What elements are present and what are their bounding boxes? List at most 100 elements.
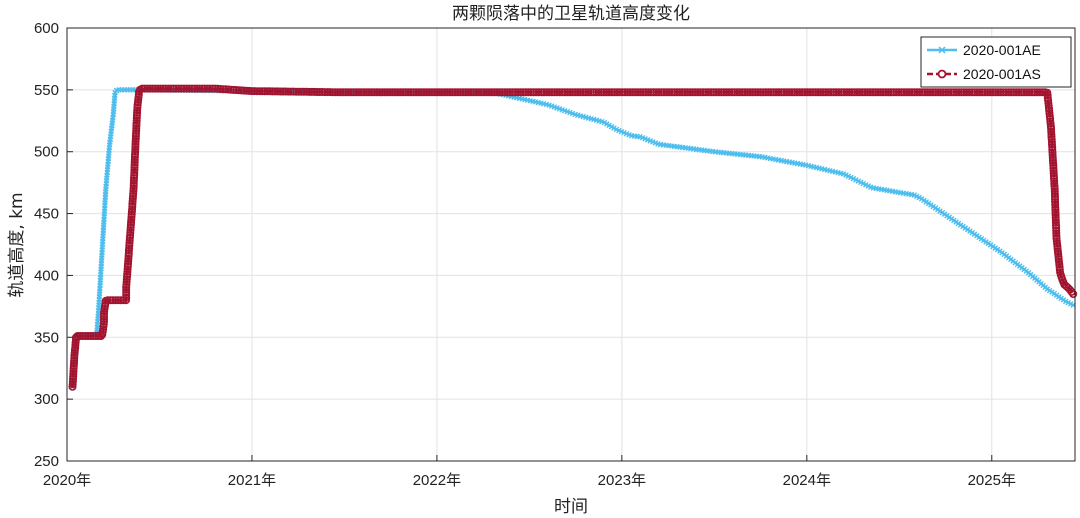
data-point (928, 88, 937, 97)
data-point (338, 88, 347, 97)
data-point (769, 88, 778, 97)
data-point (863, 88, 872, 97)
data-point (131, 145, 140, 154)
data-point (521, 88, 530, 97)
data-point (725, 88, 734, 97)
data-point (952, 88, 961, 97)
data-point (203, 84, 212, 93)
data-point (103, 296, 112, 305)
data-point (1035, 88, 1044, 97)
data-point (926, 88, 935, 97)
data-point (1069, 289, 1078, 298)
data-point (508, 88, 517, 97)
data-point (459, 88, 468, 97)
data-point (133, 108, 142, 117)
data-point (114, 296, 123, 305)
data-point (391, 88, 400, 97)
plot-background (67, 28, 1075, 461)
data-point (941, 88, 950, 97)
data-point (130, 155, 139, 164)
data-point (1048, 148, 1057, 157)
data-point (198, 84, 207, 93)
legend-label-2020-001AE: 2020-001AE (963, 42, 1041, 58)
data-point (826, 88, 835, 97)
data-point (584, 88, 593, 97)
data-point (258, 87, 267, 96)
data-point (897, 88, 906, 97)
data-point (652, 88, 661, 97)
data-point (777, 88, 786, 97)
data-point (550, 88, 559, 97)
data-point (177, 84, 186, 93)
data-point (273, 87, 282, 96)
data-point (503, 88, 512, 97)
data-point (855, 88, 864, 97)
data-point (636, 88, 645, 97)
data-point (605, 88, 614, 97)
data-point (524, 88, 533, 97)
data-point (1051, 198, 1060, 207)
data-point (706, 88, 715, 97)
data-point (746, 88, 755, 97)
data-point (333, 88, 342, 97)
data-point (172, 84, 181, 93)
data-point (691, 88, 700, 97)
data-point (349, 88, 358, 97)
data-point (1014, 88, 1023, 97)
data-point (1050, 187, 1059, 196)
data-point (70, 359, 79, 368)
data-point (219, 85, 228, 94)
data-point (960, 88, 969, 97)
data-point (766, 88, 775, 97)
data-point (498, 88, 507, 97)
data-point (1049, 166, 1058, 175)
data-point (94, 331, 103, 340)
data-point (435, 88, 444, 97)
data-point (190, 84, 199, 93)
y-axis-label: 轨道高度, km (7, 192, 27, 297)
data-point (393, 88, 402, 97)
data-point (404, 88, 413, 97)
data-point (398, 88, 407, 97)
data-point (719, 88, 728, 97)
data-point (76, 331, 85, 340)
data-point (122, 288, 131, 297)
data-point (193, 84, 202, 93)
data-point (915, 88, 924, 97)
data-point (352, 88, 361, 97)
data-point (129, 181, 138, 190)
data-point (939, 88, 948, 97)
data-point (388, 88, 397, 97)
data-point (973, 88, 982, 97)
y-tick-label: 450 (34, 206, 59, 223)
data-point (683, 88, 692, 97)
data-point (837, 88, 846, 97)
data-point (986, 88, 995, 97)
series-layer (68, 84, 1078, 391)
data-point (654, 88, 663, 97)
data-point (967, 88, 976, 97)
data-point (714, 88, 723, 97)
data-point (793, 88, 802, 97)
data-point (790, 88, 799, 97)
data-point (615, 88, 624, 97)
data-point (461, 88, 470, 97)
data-point (712, 88, 721, 97)
data-point (164, 84, 173, 93)
data-point (100, 314, 109, 323)
data-point (187, 84, 196, 93)
data-point (130, 168, 139, 177)
data-point (362, 88, 371, 97)
data-point (412, 88, 421, 97)
data-point (474, 88, 483, 97)
data-point (662, 88, 671, 97)
y-tick-label: 400 (34, 267, 59, 284)
data-point (902, 88, 911, 97)
data-point (179, 84, 188, 93)
data-point (519, 88, 528, 97)
data-point (644, 88, 653, 97)
data-point (130, 171, 139, 180)
data-point (419, 88, 428, 97)
data-point (318, 88, 327, 97)
data-point (730, 88, 739, 97)
